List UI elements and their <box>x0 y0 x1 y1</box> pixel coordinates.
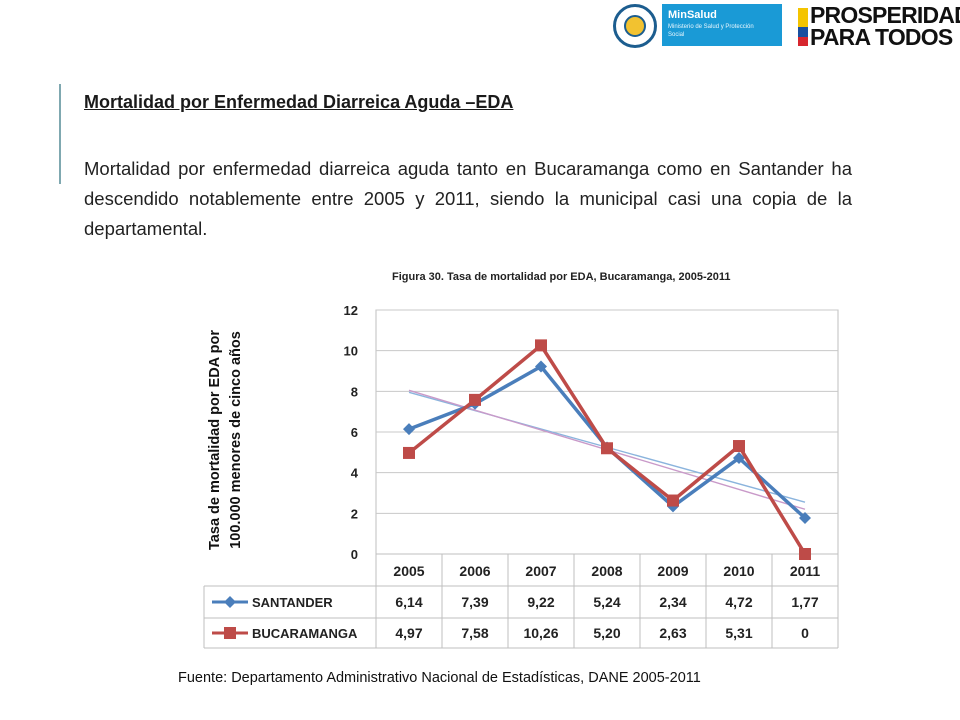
legend-label-santander: SANTANDER <box>252 595 333 610</box>
x-category-label-2005: 2005 <box>393 563 424 579</box>
point-bucaramanga-2008 <box>601 442 613 455</box>
y-tick-label-8: 8 <box>351 384 358 399</box>
y-tick-label-0: 0 <box>351 547 358 562</box>
x-category-label-2007: 2007 <box>525 563 556 579</box>
data-label-santander-2007: 9,22 <box>527 594 554 610</box>
legend-marker-bucaramanga <box>224 627 236 639</box>
point-santander-2007 <box>535 360 547 373</box>
minsalud-subtitle: Ministerio de Salud y Protección Social <box>668 24 754 38</box>
slide-title: Mortalidad por Enfermedad Diarreica Agud… <box>84 92 514 112</box>
legend-marker-santander <box>224 596 236 608</box>
data-label-santander-2011: 1,77 <box>791 594 818 610</box>
data-label-bucaramanga-2005: 4,97 <box>395 625 422 641</box>
x-category-label-2008: 2008 <box>591 563 622 579</box>
source-note: Fuente: Departamento Administrativo Naci… <box>178 670 701 686</box>
legend-label-bucaramanga: BUCARAMANGA <box>252 626 358 641</box>
point-bucaramanga-2005 <box>403 446 415 459</box>
header-logos: MinSalud Ministerio de Salud y Protecció… <box>0 0 960 56</box>
y-axis-label-line-1: Tasa de mortalidad por EDA por <box>207 330 223 550</box>
data-label-santander-2008: 5,24 <box>593 594 620 610</box>
data-label-bucaramanga-2006: 7,58 <box>461 625 488 641</box>
data-label-bucaramanga-2010: 5,31 <box>725 625 752 641</box>
point-bucaramanga-2009 <box>667 494 679 507</box>
minsalud-logo: MinSalud Ministerio de Salud y Protecció… <box>662 4 782 46</box>
x-category-label-2006: 2006 <box>459 563 490 579</box>
point-santander-2010 <box>733 452 745 465</box>
prosperidad-logo: PROSPERIDAD PARA TODOS <box>810 2 960 50</box>
slogan-line-1: PROSPERIDAD <box>810 2 960 28</box>
x-category-label-2009: 2009 <box>657 563 688 579</box>
data-label-bucaramanga-2007: 10,26 <box>523 625 558 641</box>
y-tick-label-10: 10 <box>344 344 358 359</box>
coat-of-arms-logo <box>613 4 657 48</box>
point-bucaramanga-2006 <box>469 393 481 406</box>
data-label-bucaramanga-2008: 5,20 <box>593 625 620 641</box>
minsalud-name: MinSalud <box>668 9 717 21</box>
y-axis-label-line-2: 100.000 menores de cinco años <box>228 331 244 549</box>
x-category-label-2010: 2010 <box>723 563 754 579</box>
data-label-santander-2006: 7,39 <box>461 594 488 610</box>
y-tick-label-12: 12 <box>344 303 358 318</box>
y-tick-label-2: 2 <box>351 506 358 521</box>
point-bucaramanga-2007 <box>535 339 547 352</box>
data-label-santander-2005: 6,14 <box>395 594 422 610</box>
slogan-line-2: PARA TODOS <box>810 24 953 50</box>
point-santander-2005 <box>403 423 415 436</box>
point-bucaramanga-2010 <box>733 440 745 453</box>
data-label-santander-2010: 4,72 <box>725 594 752 610</box>
y-tick-label-6: 6 <box>351 425 358 440</box>
data-label-santander-2009: 2,34 <box>659 594 686 610</box>
y-tick-label-4: 4 <box>351 466 359 481</box>
slide-paragraph: Mortalidad por enfermedad diarreica agud… <box>84 158 852 239</box>
data-label-bucaramanga-2011: 0 <box>801 625 809 641</box>
data-label-bucaramanga-2009: 2,63 <box>659 625 686 641</box>
x-category-label-2011: 2011 <box>790 563 821 579</box>
figure-title: Figura 30. Tasa de mortalidad por EDA, B… <box>392 271 730 283</box>
flag-stripes <box>798 8 808 46</box>
accent-line <box>59 84 61 184</box>
point-santander-2011 <box>799 512 811 525</box>
point-bucaramanga-2011 <box>799 548 811 560</box>
